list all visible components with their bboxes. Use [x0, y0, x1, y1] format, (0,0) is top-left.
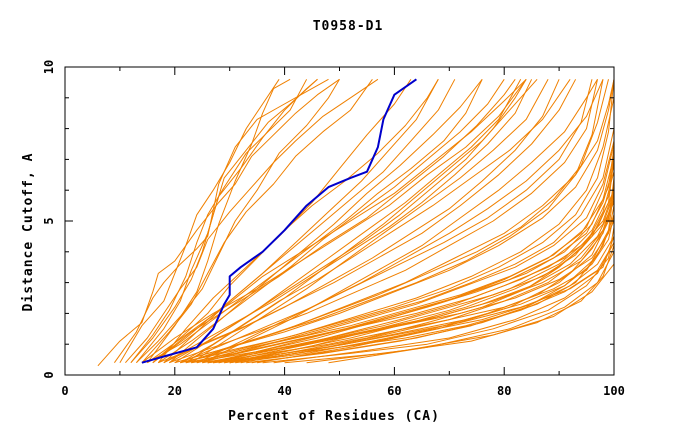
series-line-model-53 [251, 220, 615, 364]
series-line-model-60 [174, 79, 615, 364]
series-line-model-39 [229, 236, 615, 364]
series-line-model-68 [213, 165, 615, 364]
series-line-model-29 [202, 128, 615, 364]
series-line-model-08 [141, 79, 373, 364]
series-line-model-55 [273, 242, 615, 364]
series-line-model-18 [163, 79, 577, 364]
series-line-model-25 [191, 79, 615, 364]
x-tick-label: 40 [277, 384, 291, 398]
series-line-model-67 [207, 236, 615, 364]
series-line-model-61 [180, 97, 615, 364]
series-line-model-46 [196, 79, 604, 364]
series-line-model-42 [229, 171, 615, 364]
x-tick-label: 20 [168, 384, 182, 398]
series-line-model-48 [168, 78, 483, 364]
series-line-model-47 [202, 79, 598, 364]
axes-layer: 0 20 40 60 80 100 0 5 10 [42, 60, 625, 398]
y-tick-label: 0 [42, 371, 56, 378]
series-line-model-51 [240, 79, 615, 364]
series-line-model-12 [147, 79, 483, 364]
series-line-model-02 [113, 78, 329, 363]
y-tick-label: 5 [42, 217, 56, 224]
y-axis-label: Distance Cutoff, A [21, 153, 36, 312]
series-line-model-62 [185, 79, 615, 364]
series-line-model-34 [207, 214, 615, 364]
series-layer [97, 78, 615, 367]
y-tick-label: 10 [42, 60, 56, 74]
series-line-model-06 [136, 78, 318, 364]
series-line-model-65 [141, 79, 527, 364]
series-line-model-04 [119, 79, 280, 363]
series-line-model-07 [130, 78, 318, 364]
chart-title: T0958-D1 [313, 19, 384, 34]
series-line-model-59 [229, 159, 615, 364]
series-line-model-05 [130, 79, 308, 364]
series-line-highlighted [141, 78, 417, 364]
series-line-model-41 [235, 183, 615, 364]
series-line-model-15 [163, 79, 533, 364]
series-line-model-32 [202, 199, 615, 364]
x-axis-label: Percent of Residues (CA) [228, 409, 440, 424]
series-line-model-03 [125, 78, 379, 364]
series-line-model-66 [257, 79, 615, 364]
series-line-model-44 [180, 79, 571, 364]
series-line-model-63 [147, 78, 527, 364]
x-tick-label: 60 [387, 384, 401, 398]
series-line-model-57 [306, 263, 615, 364]
series-line-model-26 [185, 79, 615, 364]
series-line-model-49 [163, 79, 439, 364]
series-line-model-21 [180, 79, 593, 364]
series-line-model-11 [152, 79, 439, 364]
x-tick-label: 0 [61, 384, 68, 398]
x-tick-label: 80 [497, 384, 511, 398]
series-line-model-45 [191, 79, 549, 364]
series-line-model-30 [196, 140, 615, 364]
x-tick-label: 100 [603, 384, 625, 398]
series-line-model-10 [146, 78, 291, 363]
series-line-model-50 [157, 79, 412, 364]
series-line-model-09 [136, 79, 340, 364]
series-line-model-19 [174, 79, 522, 364]
series-line-model-20 [169, 79, 598, 364]
series-line-model-38 [218, 190, 615, 364]
series-line-model-58 [328, 251, 615, 364]
